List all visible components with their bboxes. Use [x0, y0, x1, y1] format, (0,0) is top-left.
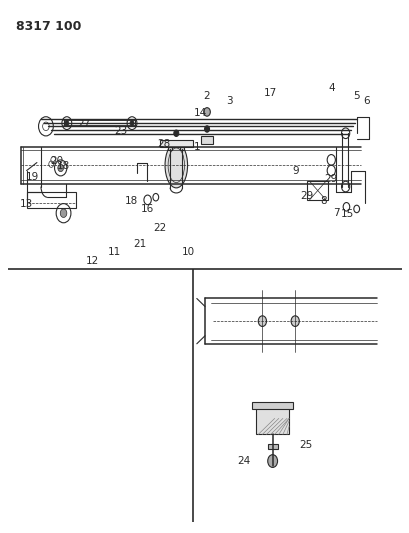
Circle shape: [204, 126, 209, 132]
Bar: [180, 146, 184, 150]
Text: 13: 13: [20, 199, 33, 208]
Bar: [200, 136, 213, 144]
Circle shape: [267, 455, 277, 467]
Circle shape: [60, 209, 67, 217]
Text: 5: 5: [353, 91, 359, 101]
Text: 23: 23: [114, 126, 127, 135]
Circle shape: [130, 120, 134, 126]
Text: 8317 100: 8317 100: [16, 20, 81, 33]
Text: 25: 25: [298, 440, 311, 450]
Text: 29: 29: [299, 191, 312, 200]
Text: 19: 19: [26, 172, 39, 182]
Text: 17: 17: [263, 88, 276, 98]
Text: 6: 6: [363, 96, 369, 106]
Text: 24: 24: [237, 456, 250, 466]
Circle shape: [203, 108, 210, 116]
Text: 8: 8: [320, 197, 326, 206]
Bar: [168, 146, 172, 150]
Text: 18: 18: [57, 161, 70, 171]
Bar: [256, 408, 288, 434]
Text: 20: 20: [50, 156, 63, 166]
Text: 29: 29: [324, 174, 337, 183]
Text: 27: 27: [77, 119, 90, 128]
Circle shape: [58, 164, 63, 172]
Text: 28: 28: [157, 139, 170, 149]
Text: 3: 3: [226, 96, 232, 106]
Bar: [27, 192, 76, 208]
Text: 7: 7: [332, 208, 339, 218]
Text: 15: 15: [340, 209, 353, 219]
Text: 21: 21: [133, 239, 146, 249]
Text: 12: 12: [85, 256, 99, 266]
Circle shape: [290, 316, 299, 326]
Bar: [252, 402, 292, 409]
Text: 4: 4: [328, 83, 335, 93]
Text: 9: 9: [291, 166, 298, 175]
Text: 16: 16: [141, 204, 154, 214]
Bar: [160, 140, 192, 147]
Circle shape: [173, 130, 178, 136]
Circle shape: [65, 120, 69, 126]
Text: 14: 14: [194, 108, 207, 118]
Text: 1: 1: [193, 142, 200, 151]
Text: 10: 10: [182, 247, 195, 256]
Ellipse shape: [164, 143, 187, 188]
Circle shape: [258, 316, 266, 326]
Bar: [267, 444, 277, 449]
Text: 2: 2: [203, 91, 210, 101]
Text: 18: 18: [124, 197, 137, 206]
Text: 11: 11: [108, 247, 121, 257]
Text: 22: 22: [153, 223, 166, 232]
